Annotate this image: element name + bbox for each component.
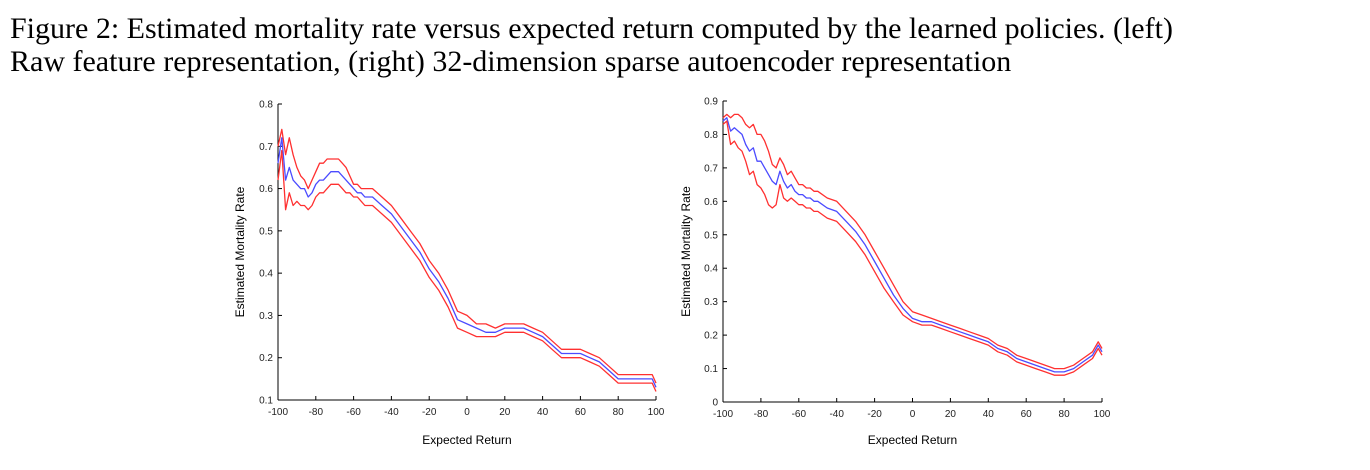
y-tick-label: 0.8	[259, 100, 273, 111]
caption-line-1: Figure 2: Estimated mortality rate versu…	[10, 12, 1173, 45]
x-tick-label: -60	[346, 407, 361, 418]
x-tick-label: -80	[309, 407, 324, 418]
y-tick-label: 0.4	[704, 264, 718, 275]
x-tick-label: 80	[613, 407, 625, 418]
x-axis-label: Expected Return	[422, 433, 511, 447]
x-tick-label: 60	[575, 407, 587, 418]
series-line-lower	[722, 120, 1103, 376]
y-tick-label: 0.3	[704, 297, 718, 308]
chart-left: -100 -80 -60 -40 -20 0 20 40 60 80 100 0.1 0.2 0.3 0.4…	[233, 100, 665, 448]
y-tick-label: 0.4	[259, 269, 273, 280]
y-tick-label: 0.5	[704, 230, 718, 241]
x-tick-label: 20	[945, 409, 957, 420]
x-tick-label: -100	[713, 409, 733, 420]
y-tick-label: 0.1	[259, 396, 273, 407]
y-tick-label: 0.5	[259, 226, 273, 237]
y-tick-label: 0.2	[704, 331, 718, 342]
y-tick-label: 0.2	[259, 353, 273, 364]
y-tick-label: 0.9	[704, 97, 718, 108]
series-line-estimate	[277, 137, 657, 388]
y-axis-label: Estimated Mortality Rate	[679, 186, 693, 317]
x-tick-label: -20	[422, 407, 437, 418]
y-tick-label: 0.3	[259, 311, 273, 322]
x-tick-label: 80	[1059, 409, 1071, 420]
x-tick-label: 0	[464, 407, 470, 418]
series-line-lower	[277, 149, 657, 392]
x-tick-label: 0	[910, 409, 916, 420]
x-tick-label: 60	[1021, 409, 1033, 420]
x-axis-label: Expected Return	[868, 433, 957, 447]
y-tick-label: 0	[712, 398, 718, 409]
y-axis-label: Estimated Mortality Rate	[233, 186, 247, 317]
x-tick-label: 100	[648, 407, 665, 418]
chart-right: -100 -80 -60 -40 -20 0 20 40 60 80 100 0 0.1 0.2 0.3 0.…	[679, 97, 1111, 448]
y-tick-label: 0.6	[704, 197, 718, 208]
x-tick-label: 40	[983, 409, 995, 420]
series-line-upper	[277, 128, 657, 384]
x-tick-label: 40	[537, 407, 549, 418]
y-tick-label: 0.8	[704, 130, 718, 141]
x-tick-label: 20	[499, 407, 511, 418]
x-tick-label: -100	[268, 407, 288, 418]
figure-caption: Figure 2: Estimated mortality rate versu…	[10, 12, 1360, 78]
series-line-estimate	[722, 117, 1103, 373]
x-tick-label: -60	[792, 409, 807, 420]
x-tick-label: -40	[829, 409, 844, 420]
y-tick-label: 0.7	[704, 163, 718, 174]
y-tick-label: 0.1	[704, 364, 718, 375]
series-line-upper	[722, 113, 1103, 370]
y-tick-label: 0.7	[259, 142, 273, 153]
y-tick-label: 0.6	[259, 184, 273, 195]
x-tick-label: -80	[754, 409, 769, 420]
x-tick-label: 100	[1094, 409, 1111, 420]
caption-line-2: Raw feature representation, (right) 32-d…	[10, 45, 1012, 78]
x-tick-label: -20	[867, 409, 882, 420]
x-tick-label: -40	[384, 407, 399, 418]
